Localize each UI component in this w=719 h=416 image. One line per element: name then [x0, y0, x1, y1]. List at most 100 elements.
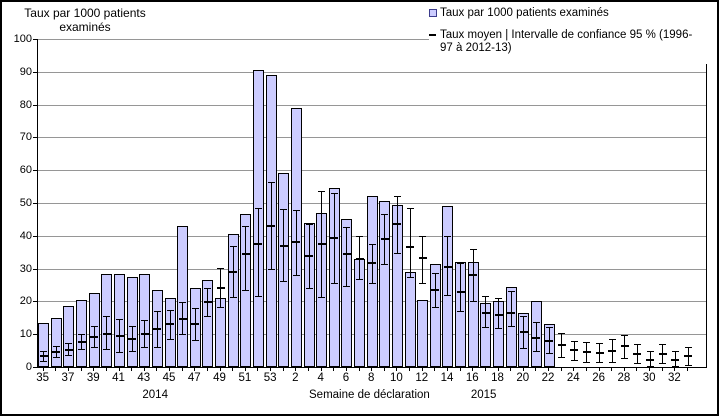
year-label-2014: 2014: [142, 389, 168, 401]
x-axis-tick: [459, 368, 461, 371]
x-axis-tick: [219, 368, 221, 371]
x-axis-tick: [156, 368, 158, 371]
x-tick-label: 47: [187, 372, 201, 384]
errorbar-cap-bottom: [671, 366, 679, 368]
errorbar-cap-bottom: [40, 361, 48, 363]
errorbar-mean-dash: [671, 358, 680, 361]
x-axis-tick: [371, 368, 373, 371]
errorbar-cap-top: [406, 207, 414, 209]
gridline: [38, 39, 706, 40]
x-axis-tick: [548, 368, 550, 371]
y-axis-tick: [33, 137, 37, 139]
legend: Taux par 1000 patients examinés Taux moy…: [429, 7, 709, 64]
errorbar-mean-dash: [393, 223, 402, 226]
x-axis-tick: [206, 368, 208, 371]
errorbar-mean-dash: [128, 338, 137, 341]
bar-week-2014-43: [139, 273, 151, 367]
errorbar-mean-dash: [595, 351, 604, 354]
errorbar-cap-bottom: [545, 352, 553, 354]
errorbar-mean-dash: [646, 358, 655, 361]
plot-area: [37, 39, 707, 368]
errorbar-cap-bottom: [482, 327, 490, 329]
errorbar-cap-top: [116, 318, 123, 320]
y-axis-tick: [33, 235, 37, 237]
x-axis-tick: [522, 368, 524, 371]
errorbar-cap-top: [343, 226, 351, 228]
errorbar-mean-dash: [418, 256, 427, 259]
errorbar-cap-bottom: [179, 334, 187, 336]
x-axis-tick: [383, 368, 385, 371]
y-tick-label: 10: [19, 328, 32, 341]
errorbar-mean-dash: [570, 349, 579, 352]
bar-week-2015-11: [404, 271, 416, 367]
errorbar-cap-top: [229, 245, 237, 247]
y-tick-label: 70: [19, 131, 32, 144]
errorbar-mean-dash: [39, 355, 48, 358]
errorbar-mean-dash: [532, 336, 541, 339]
errorbar-mean-dash: [178, 317, 187, 320]
y-axis-tick: [33, 71, 37, 73]
x-axis-tick: [181, 368, 183, 371]
y-tick-label: 90: [19, 65, 32, 78]
errorbar-cap-top: [482, 296, 490, 298]
errorbar-mean-dash: [380, 238, 389, 241]
y-tick-label: 100: [13, 33, 32, 45]
bar-week-2014-46: [177, 225, 189, 367]
errorbar-line: [257, 208, 259, 297]
errorbar-line: [359, 235, 361, 280]
x-tick-label: 14: [440, 372, 454, 384]
errorbar-line: [245, 225, 247, 290]
x-tick-label: 53: [263, 372, 277, 384]
x-tick-label: 51: [238, 372, 252, 384]
x-axis-tick: [105, 368, 107, 371]
x-axis-tick: [169, 368, 171, 371]
y-tick-label: 20: [19, 295, 32, 308]
errorbar-cap-bottom: [116, 352, 123, 354]
bar-week-2015-15: [455, 262, 467, 367]
errorbar-cap-bottom: [78, 348, 86, 350]
errorbar-cap-top: [646, 350, 654, 352]
errorbar-cap-bottom: [621, 357, 629, 359]
bar-week-2014-42: [126, 276, 138, 367]
errorbar-mean-dash: [330, 237, 339, 240]
errorbar-mean-dash: [292, 241, 301, 244]
x-tick-label: 4: [317, 372, 324, 384]
x-tick-label: 45: [162, 372, 176, 384]
errorbar-cap-top: [305, 224, 313, 226]
errorbar-cap-top: [633, 344, 641, 346]
bar-week-2014-38: [76, 299, 88, 367]
x-axis-tick: [80, 368, 82, 371]
errorbar-cap-top: [659, 343, 667, 345]
errorbar-mean-dash: [140, 333, 149, 336]
errorbar-cap-bottom: [608, 362, 616, 364]
mean-series-marker-icon: [429, 34, 436, 36]
errorbar-cap-bottom: [444, 294, 452, 296]
errorbar-cap-top: [596, 343, 604, 345]
x-tick-label: 2: [292, 372, 299, 384]
bar-week-2014-51: [240, 214, 252, 367]
errorbar-mean-dash: [229, 270, 238, 273]
errorbar-cap-bottom: [204, 316, 212, 318]
errorbar-cap-bottom: [457, 311, 465, 313]
errorbar-mean-dash: [633, 352, 642, 355]
x-axis-tick: [611, 368, 613, 371]
errorbar-mean-dash: [77, 341, 86, 344]
errorbar-mean-dash: [545, 340, 554, 343]
errorbar-cap-bottom: [52, 357, 60, 359]
errorbar-mean-dash: [406, 246, 415, 249]
errorbar-cap-bottom: [532, 351, 540, 353]
errorbar-cap-bottom: [646, 366, 654, 368]
y-axis-tick: [33, 268, 37, 270]
errorbar-cap-top: [204, 287, 212, 289]
bar-week-2015-3: [303, 222, 315, 367]
y-axis-tick: [33, 367, 37, 368]
errorbar-cap-top: [545, 327, 553, 329]
errorbar-cap-bottom: [254, 296, 262, 298]
x-axis-tick: [270, 368, 272, 371]
y-tick-label: 30: [19, 262, 32, 275]
errorbar-mean-dash: [620, 345, 629, 348]
gridline: [38, 71, 706, 73]
errorbar-cap-top: [368, 244, 376, 246]
y-tick-label: 60: [19, 164, 32, 177]
errorbar-mean-dash: [469, 274, 478, 277]
